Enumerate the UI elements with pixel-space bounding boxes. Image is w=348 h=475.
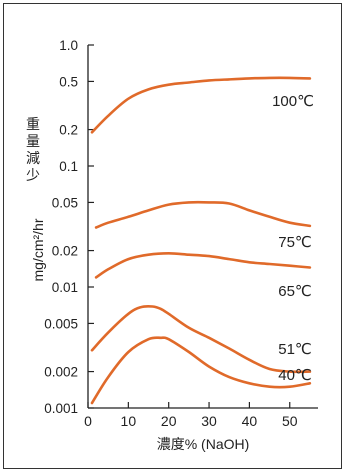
y-ticks: 1.0 0.5 0.2 0.1 0.05 0.02 0.01 0.005 0.002 0.001 [44, 38, 94, 416]
x-tick-label: 0 [84, 413, 92, 429]
x-tick-label: 30 [201, 413, 217, 429]
series-line-0 [90, 76, 312, 134]
chart-frame [3, 3, 342, 469]
x-axis-label: 濃度% (NaOH) [157, 436, 250, 452]
y-tick-label: 0.002 [44, 365, 78, 380]
y-tick-label: 0.01 [52, 280, 78, 295]
y-axis-vertical-char: 量 [26, 133, 40, 149]
y-tick-label: 0.02 [52, 244, 78, 259]
x-tick-label: 40 [242, 413, 258, 429]
y-tick-label: 0.05 [52, 195, 78, 210]
y-tick-label: 0.5 [59, 74, 78, 89]
series-line-3 [90, 304, 312, 374]
y-axis-vertical-char: 重 [26, 116, 40, 132]
series-label-1: 75℃ [278, 234, 312, 251]
x-ticks: 0 10 20 30 40 50 [84, 402, 298, 429]
axis-titles: 濃度% (NaOH) mg/cm²/hr 重量減少 [26, 116, 249, 452]
y-tick-label: 0.005 [44, 316, 78, 331]
y-axis-vertical-label: 重量減少 [26, 116, 40, 183]
axes [87, 45, 318, 409]
series-line-1 [94, 200, 312, 229]
series-label-4: 40℃ [278, 367, 312, 384]
x-tick-label: 50 [282, 413, 298, 429]
y-tick-label: 0.2 [59, 123, 78, 138]
y-axis-vertical-char: 減 [26, 150, 40, 166]
series-line-2 [94, 251, 312, 279]
y-tick-label: 1.0 [59, 38, 78, 53]
curve-labels: 100℃ 75℃ 65℃ 51℃ 40℃ [272, 93, 314, 384]
series-label-3: 51℃ [278, 341, 312, 358]
series-label-2: 65℃ [278, 283, 312, 300]
y-axis-vertical-char: 少 [26, 167, 40, 183]
x-tick-label: 20 [161, 413, 177, 429]
curves [90, 76, 312, 405]
x-tick-label: 10 [121, 413, 137, 429]
y-tick-label: 0.1 [59, 159, 78, 174]
series-line-4 [90, 336, 312, 405]
y-tick-label: 0.001 [44, 401, 78, 416]
y-axis-label: mg/cm²/hr [30, 218, 46, 281]
series-label-0: 100℃ [272, 93, 314, 110]
